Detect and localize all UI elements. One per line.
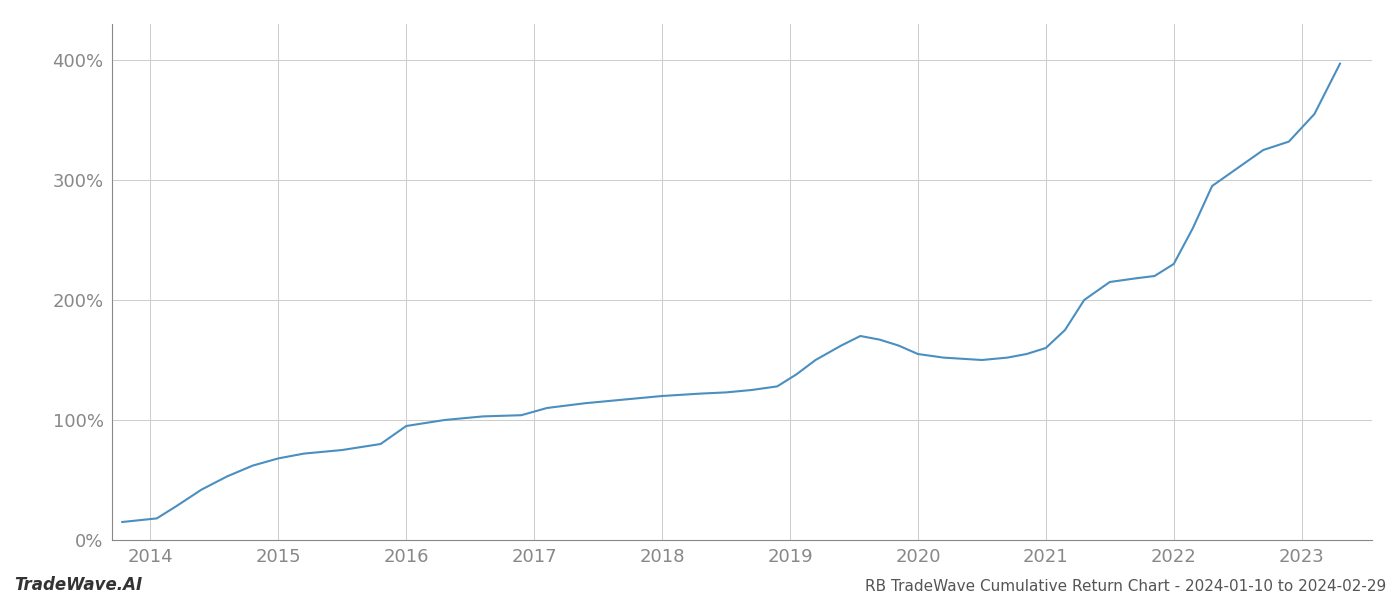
Text: RB TradeWave Cumulative Return Chart - 2024-01-10 to 2024-02-29: RB TradeWave Cumulative Return Chart - 2… xyxy=(865,579,1386,594)
Text: TradeWave.AI: TradeWave.AI xyxy=(14,576,143,594)
